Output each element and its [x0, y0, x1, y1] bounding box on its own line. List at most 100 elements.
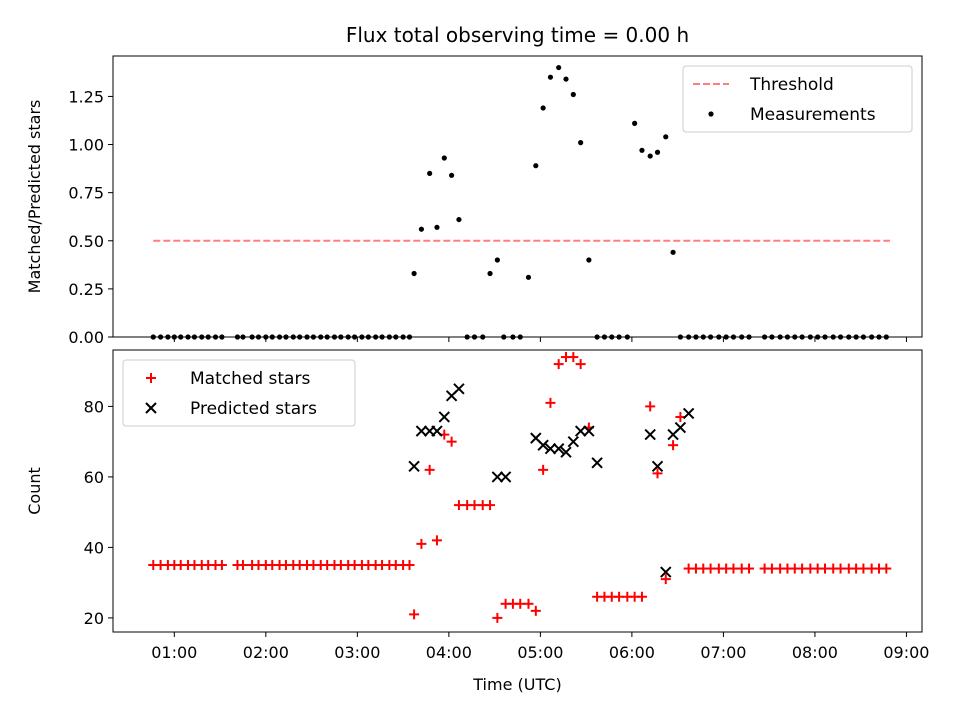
data-point	[415, 425, 428, 437]
data-point	[552, 442, 565, 455]
data-point	[494, 257, 500, 263]
data-point	[408, 460, 420, 473]
y-axis-label: Matched/Predicted stars	[25, 100, 44, 294]
y-tick-label: 40	[84, 538, 104, 557]
data-point	[574, 425, 587, 437]
data-point	[540, 105, 546, 111]
data-point	[523, 598, 534, 609]
data-point	[409, 609, 420, 620]
y-tick-label: 0.50	[68, 232, 104, 251]
legend-swatch	[708, 111, 714, 117]
x-tick-label: 02:00	[243, 643, 289, 662]
data-point	[651, 460, 664, 473]
flux-ratio-panel: Flux total observing time = 0.00 h 0.00 0.…	[25, 23, 923, 347]
data-point	[645, 401, 656, 412]
x-tick-label: 08:00	[792, 643, 838, 662]
data-point	[668, 440, 679, 451]
data-point	[216, 560, 227, 571]
data-point	[487, 270, 493, 277]
x-tick-label: 09:00	[883, 643, 929, 662]
y-tick-label: 0.00	[68, 328, 104, 347]
data-point	[560, 446, 572, 458]
data-point	[411, 270, 417, 277]
legend-label: Predicted stars	[190, 399, 317, 419]
x-tick-label: 07:00	[700, 643, 746, 662]
axes-frame	[112, 55, 923, 338]
legend: Matched stars Predicted stars	[122, 359, 356, 427]
data-point	[446, 436, 457, 447]
data-point	[485, 500, 496, 511]
data-point	[545, 397, 556, 408]
data-point	[578, 140, 584, 146]
series-predicted-stars	[408, 383, 695, 578]
y-tick-label: 80	[84, 397, 104, 416]
x-tick-label: 06:00	[609, 643, 655, 662]
legend-box	[682, 65, 913, 133]
legend-entry: Matched stars	[146, 369, 310, 389]
data-point	[449, 172, 455, 178]
data-point	[438, 411, 450, 423]
axes-frame	[112, 349, 923, 633]
x-tick-label: 05:00	[517, 643, 563, 662]
data-point	[237, 560, 248, 571]
data-point	[456, 216, 462, 223]
legend-entry: Predicted stars	[145, 399, 317, 419]
data-point	[441, 155, 447, 161]
data-point	[499, 471, 512, 483]
data-point	[639, 147, 645, 153]
y-axis-label: Count	[25, 467, 44, 515]
data-point	[547, 74, 554, 80]
data-point	[583, 425, 595, 437]
data-point	[568, 352, 579, 363]
x-axis-label: Time (UTC)	[472, 675, 561, 694]
plot-area	[148, 352, 892, 623]
data-point	[537, 439, 549, 451]
legend: Threshold Measurements	[682, 65, 913, 133]
data-point	[660, 566, 672, 578]
data-point	[431, 425, 443, 437]
data-point	[491, 471, 504, 483]
data-point	[654, 149, 661, 155]
data-point	[424, 464, 435, 475]
y-tick-label: 1.00	[68, 136, 104, 155]
data-point	[567, 435, 580, 448]
data-point	[538, 464, 549, 475]
data-point	[416, 538, 427, 549]
data-point	[586, 257, 592, 263]
legend-entry: Measurements	[708, 105, 876, 125]
data-point	[453, 383, 465, 395]
legend-entry: Threshold	[693, 75, 834, 95]
y-tick-label: 0.25	[68, 280, 104, 299]
data-point	[591, 457, 603, 469]
data-point	[492, 612, 503, 623]
legend-swatch	[145, 402, 157, 414]
data-point	[530, 605, 541, 616]
data-point	[660, 574, 671, 585]
data-point	[632, 120, 638, 126]
data-point	[570, 91, 576, 98]
legend-label: Matched stars	[190, 369, 310, 389]
x-tick-label: 04:00	[426, 643, 472, 662]
data-point	[525, 274, 532, 280]
data-point	[544, 442, 557, 455]
y-tick-label: 20	[84, 609, 104, 628]
legend-label: Threshold	[749, 75, 834, 95]
data-point	[644, 428, 656, 441]
y-tick-label: 1.25	[68, 87, 104, 106]
x-tick-label: 01:00	[151, 643, 197, 662]
data-point	[744, 563, 755, 574]
data-point	[647, 153, 653, 159]
data-point	[563, 76, 569, 82]
x-tick-label: 03:00	[334, 643, 380, 662]
data-point	[418, 226, 425, 232]
data-point	[533, 163, 539, 169]
data-point	[431, 535, 442, 546]
legend-box	[122, 359, 356, 427]
data-point	[404, 560, 415, 571]
star-count-panel: 20 40 60 80 01:00 02:00 03:00 04:00 05:00 06:00 07…	[25, 349, 929, 694]
data-point	[670, 249, 676, 255]
data-point	[881, 563, 892, 574]
series-matched-stars	[148, 352, 892, 623]
data-point	[636, 591, 647, 602]
